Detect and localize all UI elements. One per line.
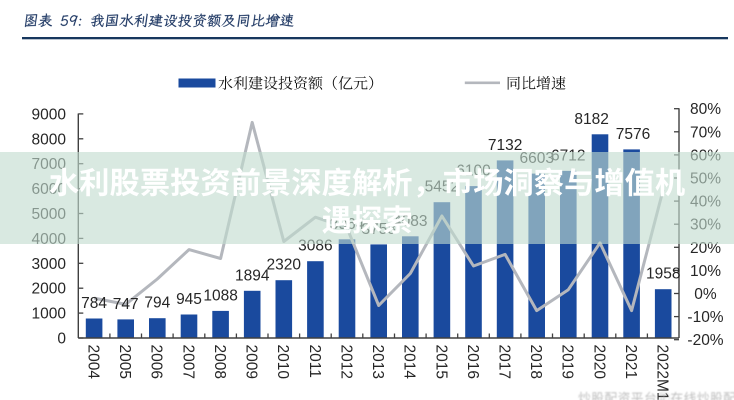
svg-text:2000: 2000 — [32, 281, 67, 298]
svg-text:2015: 2015 — [432, 345, 449, 379]
svg-text:1000: 1000 — [32, 306, 67, 323]
svg-text:9000: 9000 — [32, 106, 67, 123]
svg-text:2016: 2016 — [464, 345, 481, 379]
svg-text:8000: 8000 — [32, 131, 67, 148]
svg-text:2014: 2014 — [401, 345, 418, 380]
svg-text:2008: 2008 — [211, 345, 228, 379]
svg-text:8182: 8182 — [574, 111, 608, 128]
svg-text:2022M1-5: 2022M1-5 — [654, 345, 671, 400]
svg-text:945: 945 — [176, 291, 202, 308]
svg-text:2005: 2005 — [116, 345, 133, 379]
svg-text:2011: 2011 — [306, 345, 323, 378]
svg-text:2021: 2021 — [622, 345, 639, 379]
svg-text:2009: 2009 — [243, 345, 260, 379]
svg-text:2017: 2017 — [496, 345, 513, 379]
svg-text:-20%: -20% — [687, 332, 723, 349]
svg-text:0%: 0% — [694, 286, 717, 303]
svg-text:1088: 1088 — [203, 287, 237, 304]
svg-text:1958: 1958 — [646, 266, 680, 283]
svg-text:2020: 2020 — [590, 345, 607, 380]
svg-text:70%: 70% — [690, 124, 721, 141]
svg-text:794: 794 — [144, 295, 170, 312]
svg-text:784: 784 — [81, 295, 107, 312]
svg-text:2320: 2320 — [267, 257, 302, 274]
svg-text:747: 747 — [113, 296, 139, 313]
svg-text:1894: 1894 — [235, 267, 270, 284]
svg-text:3000: 3000 — [32, 256, 67, 273]
svg-text:2010: 2010 — [274, 345, 291, 380]
svg-text:80%: 80% — [690, 101, 721, 118]
svg-text:-10%: -10% — [687, 309, 723, 326]
svg-text:2006: 2006 — [148, 345, 165, 379]
svg-text:7132: 7132 — [488, 137, 522, 154]
svg-text:0: 0 — [57, 331, 66, 348]
svg-text:2004: 2004 — [85, 345, 102, 380]
svg-text:2018: 2018 — [527, 345, 544, 379]
svg-text:2012: 2012 — [337, 345, 354, 379]
svg-text:2013: 2013 — [369, 345, 386, 379]
svg-text:20%: 20% — [690, 240, 721, 257]
svg-text:7576: 7576 — [616, 126, 650, 143]
svg-text:2007: 2007 — [179, 345, 196, 379]
svg-text:10%: 10% — [690, 263, 721, 280]
svg-text:2019: 2019 — [559, 345, 576, 379]
